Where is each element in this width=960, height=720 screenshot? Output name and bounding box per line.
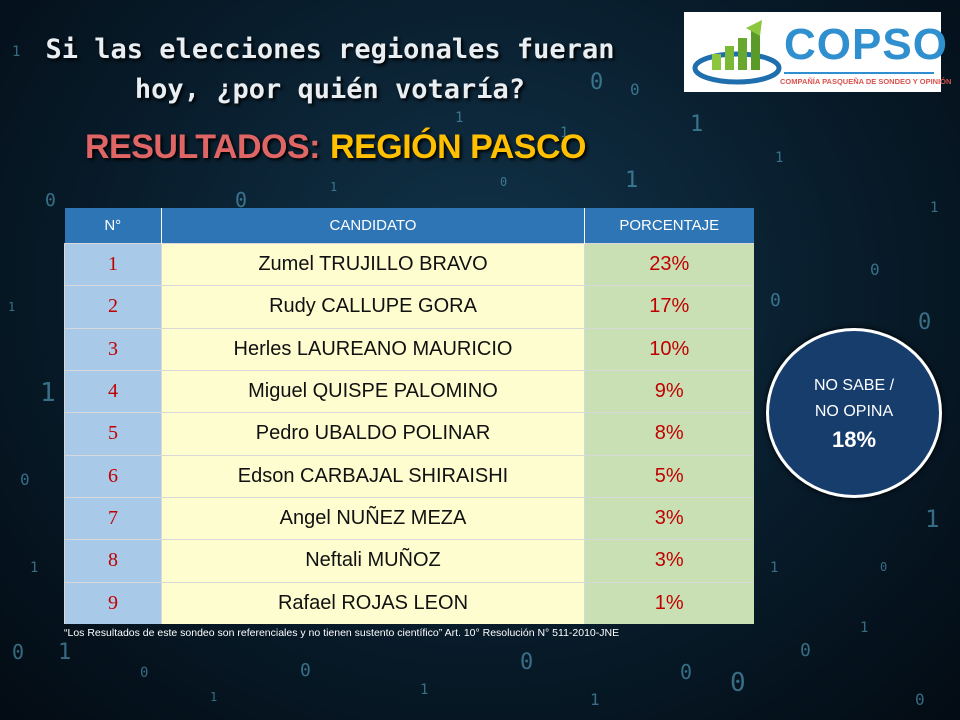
bg-digit: 0 [680, 660, 693, 684]
bg-digit: 1 [58, 640, 72, 665]
disclaimer-note: “Los Resultados de este sondeo son refer… [64, 627, 620, 639]
undecided-label-line2: NO OPINA [814, 403, 894, 420]
column-header-number: N° [64, 208, 162, 244]
row-number-cell: 4 [64, 369, 162, 413]
percentage-cell: 8% [584, 412, 754, 456]
percentage-cell: 1% [584, 581, 754, 624]
logo-divider [784, 72, 934, 74]
bg-digit: 0 [770, 290, 781, 311]
table-row: 8 Neftali MUÑOZ 3% [64, 539, 754, 583]
bg-digit: 1 [330, 180, 338, 194]
bg-digit: 0 [730, 668, 746, 698]
candidate-name-cell: Rafael ROJAS LEON [161, 581, 585, 624]
table-row: 5 Pedro UBALDO POLINAR 8% [64, 412, 754, 456]
bg-digit: 0 [520, 650, 534, 675]
percentage-cell: 5% [584, 454, 754, 498]
undecided-circle: NO SABE / NO OPINA 18% [766, 328, 942, 498]
table-row: 7 Angel NUÑEZ MEZA 3% [64, 496, 754, 540]
candidate-name-cell: Herles LAUREANO MAURICIO [161, 327, 585, 371]
bg-digit: 0 [300, 660, 311, 681]
bg-digit: 0 [45, 190, 56, 211]
bg-digit: 1 [560, 125, 569, 141]
bg-digit: 1 [925, 505, 940, 533]
bg-digit: 1 [775, 150, 784, 166]
bg-digit: 0 [500, 175, 508, 189]
candidate-name-cell: Rudy CALLUPE GORA [161, 285, 585, 329]
undecided-label-line1: NO SABE / [813, 377, 895, 394]
results-label: RESULTADOS: [85, 128, 321, 166]
results-table: N° CANDIDATO PORCENTAJE 1 Zumel TRUJILLO … [64, 208, 754, 624]
logo-tagline: COMPAÑÍA PASQUEÑA DE SONDEO Y OPINIÓN [780, 77, 952, 86]
bg-digit: 1 [690, 112, 704, 137]
candidate-name-cell: Angel NUÑEZ MEZA [161, 496, 585, 540]
candidate-name-cell: Neftali MUÑOZ [161, 539, 585, 583]
region-label: REGIÓN PASCO [330, 128, 586, 166]
growth-chart-logo-icon [692, 20, 782, 85]
bg-digit: 0 [880, 560, 888, 574]
bg-digit: 0 [870, 260, 880, 279]
table-row: 4 Miguel QUISPE PALOMINO 9% [64, 369, 754, 413]
row-number-cell: 7 [64, 496, 162, 540]
bg-digit: 1 [770, 560, 779, 576]
copso-logo: COPSO COMPAÑÍA PASQUEÑA DE SONDEO Y OPIN… [684, 12, 951, 92]
column-header-candidate: CANDIDATO [161, 208, 585, 244]
bg-digit: 0 [140, 665, 149, 681]
candidate-name-cell: Pedro UBALDO POLINAR [161, 412, 585, 456]
bg-digit: 1 [930, 200, 939, 216]
table-row: 1 Zumel TRUJILLO BRAVO 23% [64, 242, 754, 286]
table-row: 2 Rudy CALLUPE GORA 17% [64, 285, 754, 329]
percentage-cell: 3% [584, 496, 754, 540]
undecided-value: 18% [831, 427, 877, 452]
row-number-cell: 8 [64, 539, 162, 583]
bg-digit: 1 [625, 168, 639, 193]
bg-digit: 1 [8, 300, 16, 314]
row-number-cell: 3 [64, 327, 162, 371]
candidate-name-cell: Zumel TRUJILLO BRAVO [161, 242, 585, 286]
bg-digit: 1 [420, 682, 429, 698]
candidate-name-cell: Miguel QUISPE PALOMINO [161, 369, 585, 413]
percentage-cell: 10% [584, 327, 754, 371]
percentage-cell: 17% [584, 285, 754, 329]
bg-digit: 0 [915, 690, 925, 709]
row-number-cell: 9 [64, 581, 162, 624]
bg-digit: 1 [210, 690, 218, 704]
results-title: RESULTADOS: REGIÓN PASCO [85, 128, 586, 167]
row-number-cell: 6 [64, 454, 162, 498]
percentage-cell: 9% [584, 369, 754, 413]
bg-digit: 1 [860, 620, 869, 636]
column-header-percentage: PORCENTAJE [584, 208, 754, 244]
bg-digit: 0 [12, 640, 25, 664]
bg-digit: 0 [630, 80, 640, 99]
bg-digit: 1 [40, 378, 56, 408]
bg-digit: 0 [590, 70, 604, 95]
bg-digit: 0 [800, 640, 811, 661]
candidate-name-cell: Edson CARBAJAL SHIRAISHI [161, 454, 585, 498]
table-header-row: N° CANDIDATO PORCENTAJE [64, 208, 754, 244]
bg-digit: 1 [590, 690, 600, 709]
logo-name: COPSO [784, 20, 948, 69]
bg-digit: 1 [12, 44, 21, 60]
table-row: 9 Rafael ROJAS LEON 1% [64, 581, 754, 624]
bg-digit: 0 [20, 470, 30, 489]
bg-digit: 0 [235, 188, 248, 212]
row-number-cell: 5 [64, 412, 162, 456]
survey-question: Si las elecciones regionales fueran hoy,… [45, 34, 615, 105]
percentage-cell: 3% [584, 539, 754, 583]
bg-digit: 0 [918, 310, 932, 335]
row-number-cell: 1 [64, 242, 162, 286]
table-row: 3 Herles LAUREANO MAURICIO 10% [64, 327, 754, 371]
row-number-cell: 2 [64, 285, 162, 329]
bg-digit: 1 [455, 110, 464, 126]
table-row: 6 Edson CARBAJAL SHIRAISHI 5% [64, 454, 754, 498]
bg-digit: 1 [30, 560, 39, 576]
percentage-cell: 23% [584, 242, 754, 286]
